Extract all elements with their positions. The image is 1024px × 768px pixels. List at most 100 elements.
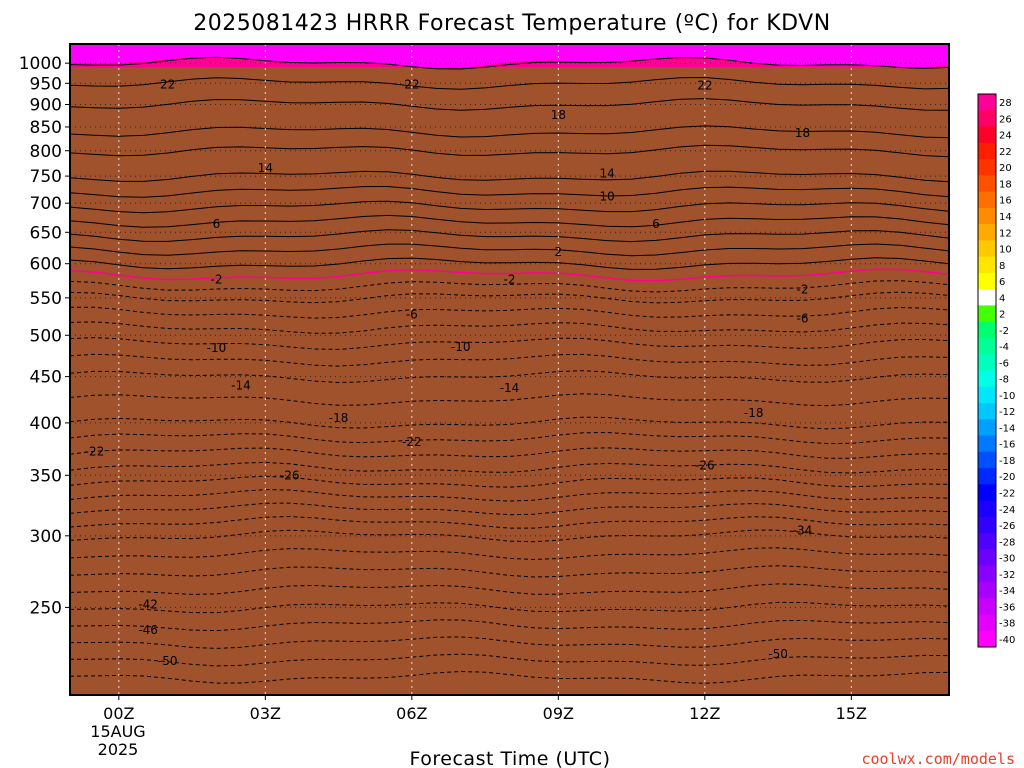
colorbar-label: 24	[999, 131, 1012, 142]
contour-label: -18	[744, 406, 764, 420]
colorbar-label: 2	[999, 310, 1005, 321]
y-tick-label: 550	[30, 289, 62, 309]
colorbar-swatch	[978, 207, 996, 225]
y-axis: 2503003504004505005506006507007508008509…	[19, 54, 70, 618]
colorbar-swatch	[978, 289, 996, 306]
contour-label: -6	[406, 308, 418, 322]
y-tick-label: 500	[30, 326, 62, 346]
colorbar-label: -20	[999, 472, 1015, 483]
colorbar-swatch	[978, 110, 996, 128]
colorbar-label: -24	[999, 505, 1015, 516]
colorbar-swatch	[978, 598, 996, 615]
colorbar-swatch	[978, 565, 996, 583]
contour-label: -22	[85, 444, 105, 458]
y-tick-label: 650	[30, 223, 62, 243]
colorbar-label: 18	[999, 179, 1012, 190]
colorbar-swatch	[978, 533, 996, 550]
x-axis-title: Forecast Time (UTC)	[410, 748, 611, 768]
contour-label: -6	[797, 311, 809, 325]
isotherm-line	[70, 229, 949, 243]
colorbar-label: 4	[999, 293, 1005, 304]
x-tick-label: 00Z	[103, 704, 134, 723]
colorbar: 28 26 24 22 20 18 16 14 12 10 8 6 4 2 -2 -4 -6 -8 -10 -12 -1…	[977, 93, 1015, 648]
colorbar-label: 14	[999, 212, 1012, 223]
colorbar-swatch	[978, 516, 996, 534]
colorbar-swatch	[978, 272, 996, 290]
y-tick-label: 850	[30, 118, 62, 138]
contour-label: 22	[697, 78, 712, 92]
colorbar-label: -6	[999, 358, 1009, 369]
colorbar-swatch	[978, 451, 996, 469]
isotherm-line	[70, 170, 949, 183]
contour-label: -10	[207, 341, 227, 355]
colorbar-label: -16	[999, 440, 1015, 451]
colorbar-swatch	[978, 419, 996, 437]
x-tick-label: 09Z	[543, 704, 574, 723]
y-tick-label: 600	[30, 255, 62, 275]
isotherm-line	[70, 76, 949, 90]
colorbar-label: -10	[999, 391, 1015, 402]
colorbar-label: -12	[999, 407, 1015, 418]
colorbar-swatch	[978, 224, 996, 241]
colorbar-label: -2	[999, 326, 1009, 337]
y-tick-label: 800	[30, 142, 62, 162]
colorbar-label: -32	[999, 570, 1015, 581]
contour-label: -26	[695, 458, 715, 472]
colorbar-swatch	[978, 240, 996, 258]
contour-label: -2	[504, 273, 516, 287]
x-axis: 00Z 03Z 06Z 09Z 12Z 15Z	[103, 695, 867, 723]
contour-label: 18	[795, 126, 810, 140]
colorbar-label: -30	[999, 554, 1015, 565]
isotherm-line	[70, 214, 949, 228]
colorbar-swatch	[978, 256, 996, 274]
colorbar-swatch	[978, 581, 996, 599]
colorbar-swatch	[978, 435, 996, 453]
contour-label: 14	[600, 166, 615, 180]
isotherm-line	[70, 144, 949, 158]
colorbar-label: -40	[999, 635, 1015, 646]
chart-title: 2025081423 HRRR Forecast Temperature (ºC…	[193, 11, 830, 36]
colorbar-swatch	[978, 549, 996, 567]
isotherm-line	[70, 243, 949, 257]
x-tick-label: 12Z	[689, 704, 720, 723]
colorbar-swatch	[978, 159, 996, 176]
contour-label: -14	[500, 381, 520, 395]
colorbar-swatch	[978, 94, 996, 111]
colorbar-label: 8	[999, 261, 1005, 272]
contour-label: 6	[652, 217, 660, 231]
colorbar-label: -26	[999, 521, 1015, 532]
contour-label: -2	[211, 273, 223, 287]
freezing-line	[70, 268, 949, 282]
y-tick-label: 350	[30, 466, 62, 486]
y-tick-label: 750	[30, 167, 62, 187]
contour-label: -14	[231, 378, 251, 392]
contour-label: 18	[551, 108, 566, 122]
colorbar-swatch	[978, 337, 996, 355]
colorbar-swatch	[978, 484, 996, 502]
colorbar-label: 10	[999, 245, 1012, 256]
isotherm-line	[70, 56, 949, 70]
isotherm-line	[70, 200, 949, 214]
isotherm-line	[70, 98, 949, 111]
colorbar-label: -36	[999, 602, 1015, 613]
contour-lines	[70, 56, 949, 684]
watermark: coolwx.com/models	[861, 750, 1015, 768]
x-tick-label: 06Z	[396, 704, 427, 723]
colorbar-label: -38	[999, 619, 1015, 630]
colorbar-swatch	[978, 175, 996, 193]
y-tick-label: 950	[30, 74, 62, 94]
colorbar-swatch	[978, 191, 996, 209]
y-tick-label: 700	[30, 194, 62, 214]
y-tick-label: 900	[30, 96, 62, 116]
colorbar-swatch	[978, 354, 996, 371]
colorbar-swatch	[978, 403, 996, 420]
contour-label: -2	[797, 282, 809, 296]
contour-labels: -50-50-46-42-34-26-26-22-22-18 -18-14 -14-…	[85, 78, 813, 669]
colorbar-swatch	[978, 142, 996, 160]
y-tick-label: 400	[30, 414, 62, 434]
date-label-day: 15AUG	[90, 722, 145, 741]
isotherm-line	[70, 185, 949, 198]
colorbar-swatch	[978, 614, 996, 632]
colorbar-swatch	[978, 468, 996, 485]
